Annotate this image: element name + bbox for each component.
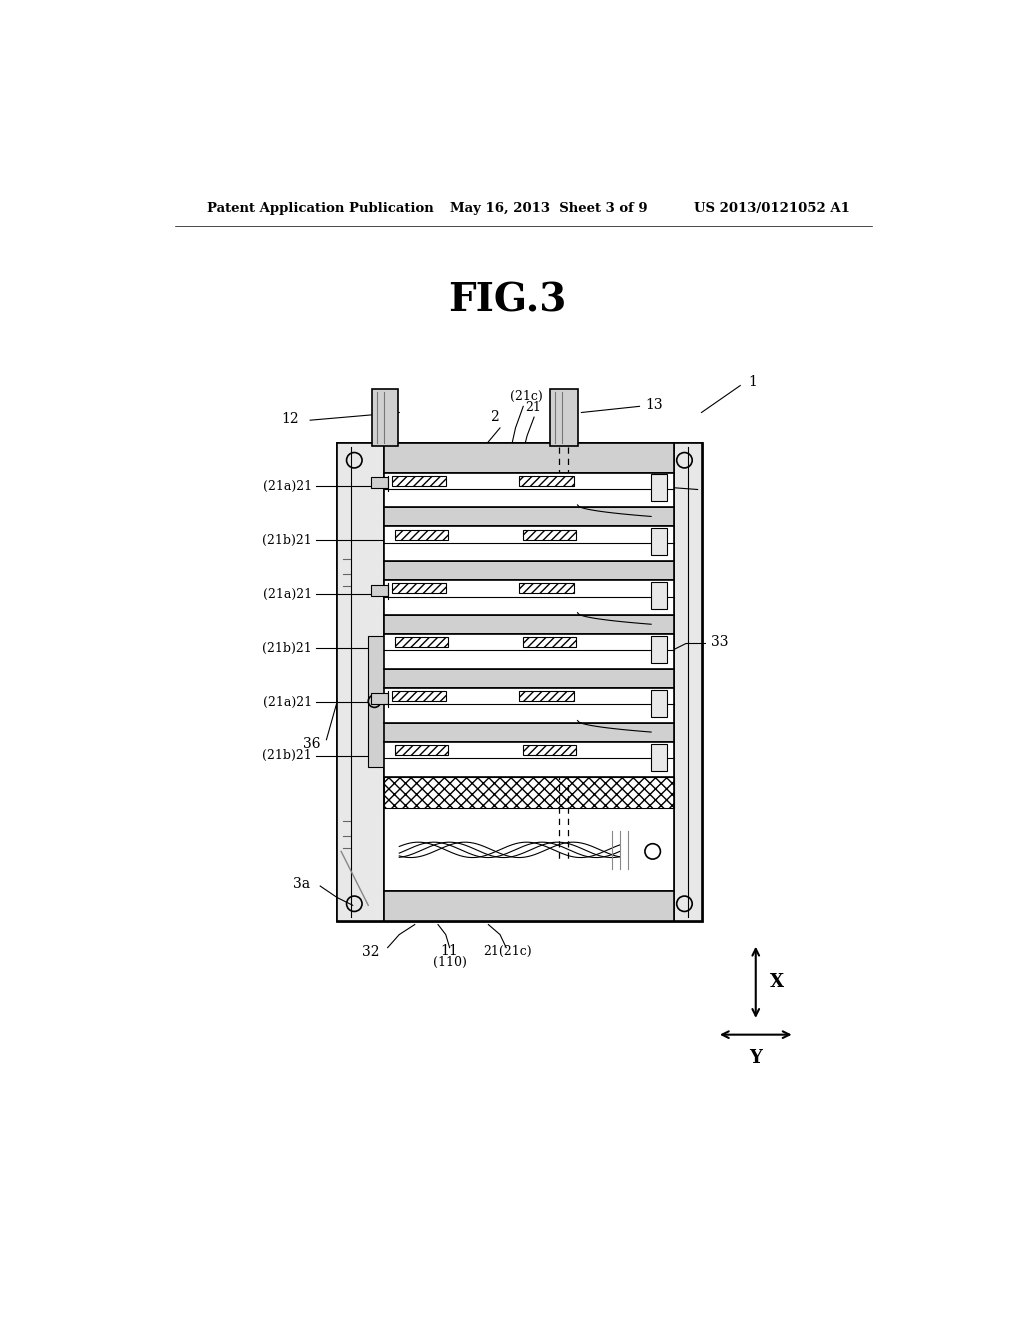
Text: 3a: 3a [293, 876, 310, 891]
Bar [337, 444, 701, 921]
Bar [384, 507, 675, 527]
Bar [391, 475, 445, 486]
Bar [523, 638, 575, 647]
Bar [519, 475, 573, 486]
Bar [523, 744, 575, 755]
Text: (21c): (21c) [510, 391, 543, 404]
Bar [369, 636, 384, 767]
Bar [384, 561, 675, 581]
Bar [384, 776, 675, 891]
Text: (110): (110) [433, 956, 467, 969]
Bar [384, 776, 675, 808]
Bar [651, 528, 667, 554]
Bar [384, 891, 675, 921]
Bar [384, 635, 675, 669]
Text: May 16, 2013  Sheet 3 of 9: May 16, 2013 Sheet 3 of 9 [450, 202, 647, 215]
Text: 21: 21 [525, 401, 542, 414]
Bar [384, 527, 675, 561]
Text: 21(21c): 21(21c) [483, 945, 532, 958]
Text: (21a)21: (21a)21 [262, 587, 311, 601]
Bar [384, 723, 675, 742]
Bar [384, 615, 675, 635]
Bar [384, 669, 675, 688]
Bar [395, 638, 449, 647]
Bar [384, 473, 675, 507]
Bar [372, 389, 397, 446]
Text: X: X [770, 973, 783, 991]
Text: 13: 13 [646, 397, 664, 412]
Bar [371, 585, 388, 595]
Bar [651, 474, 667, 502]
Text: 11: 11 [440, 944, 459, 958]
Bar [391, 692, 445, 701]
Text: 32: 32 [362, 945, 380, 958]
Bar [384, 581, 675, 615]
Text: (21b)21: (21b)21 [262, 642, 311, 655]
Bar [519, 692, 573, 701]
Bar [384, 444, 675, 473]
Text: 12: 12 [281, 412, 299, 425]
Bar [384, 742, 675, 776]
Bar [651, 743, 667, 771]
Text: Patent Application Publication: Patent Application Publication [207, 202, 434, 215]
Bar [391, 583, 445, 594]
Text: Y: Y [750, 1048, 762, 1067]
Bar [395, 744, 449, 755]
Bar [550, 389, 578, 446]
Bar [651, 582, 667, 609]
Bar [519, 583, 573, 594]
Text: 2: 2 [490, 411, 499, 424]
Text: 6: 6 [650, 474, 659, 487]
Text: 36: 36 [303, 737, 321, 751]
Text: (21a)21: (21a)21 [262, 696, 311, 709]
Text: 1: 1 [748, 375, 757, 388]
Bar [523, 529, 575, 540]
Text: (21a)21: (21a)21 [262, 480, 311, 492]
Text: FIG.3: FIG.3 [449, 282, 567, 319]
Bar [384, 688, 675, 723]
Text: US 2013/0121052 A1: US 2013/0121052 A1 [693, 202, 850, 215]
Text: (21b)21: (21b)21 [262, 750, 311, 763]
Bar [337, 444, 384, 921]
Bar [395, 529, 449, 540]
Bar [651, 636, 667, 663]
Bar [371, 478, 388, 488]
Bar [651, 689, 667, 717]
Bar [371, 693, 388, 704]
Text: (21b)21: (21b)21 [262, 533, 311, 546]
Bar [675, 444, 701, 921]
Text: 33: 33 [711, 635, 728, 649]
